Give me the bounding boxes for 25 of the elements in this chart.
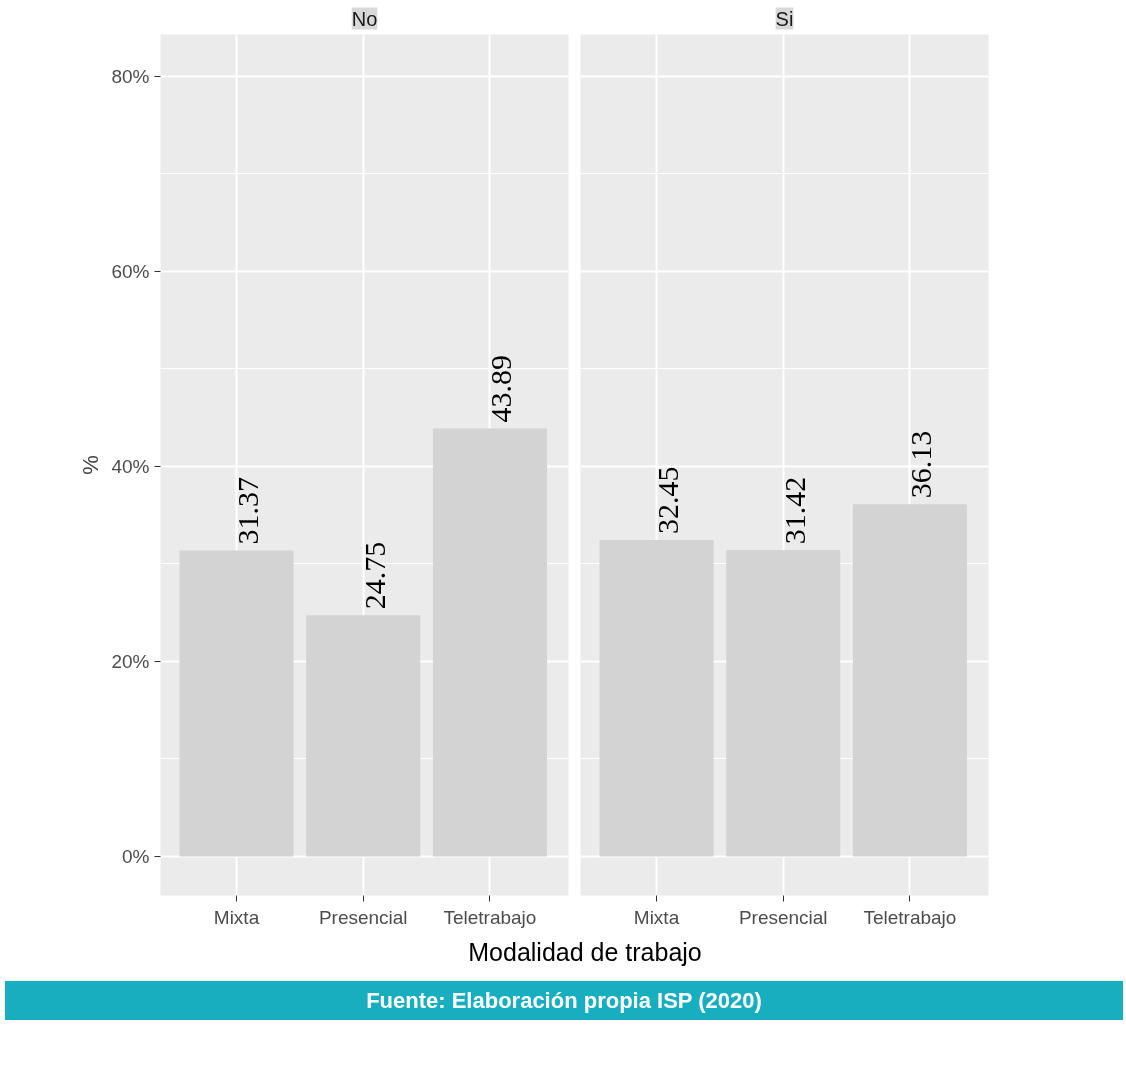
data-label: 31.42 xyxy=(777,476,811,545)
data-label: 43.89 xyxy=(484,355,518,423)
y-tick-label: 0% xyxy=(122,846,150,867)
x-tick-label: Presencial xyxy=(738,906,828,928)
bar xyxy=(432,428,547,857)
chart-title: Si xyxy=(775,7,794,30)
data-label: 36.13 xyxy=(904,430,938,499)
x-tick-label: Presencial xyxy=(318,906,408,928)
y-tick-label: 60% xyxy=(111,260,150,282)
y-tick-label: 20% xyxy=(111,650,150,672)
y-axis-title: % xyxy=(78,455,104,475)
x-tick-label: Teletrabajo xyxy=(443,906,537,928)
source-note: Fuente: Elaboración propia ISP (2020) xyxy=(366,986,762,1015)
chart-title: No xyxy=(351,7,378,30)
bar xyxy=(306,615,421,857)
x-tick-label: Mixta xyxy=(213,906,260,928)
y-tick-label: 40% xyxy=(111,455,150,477)
data-label: 32.45 xyxy=(651,466,685,535)
data-label: 24.75 xyxy=(357,541,391,610)
bar xyxy=(179,550,294,857)
x-axis-title: Modalidad de trabajo xyxy=(468,937,702,968)
y-tick-label: 80% xyxy=(111,65,150,87)
data-label: 31.37 xyxy=(231,477,265,545)
x-tick-label: Mixta xyxy=(633,906,680,928)
x-tick-label: Teletrabajo xyxy=(863,906,957,928)
